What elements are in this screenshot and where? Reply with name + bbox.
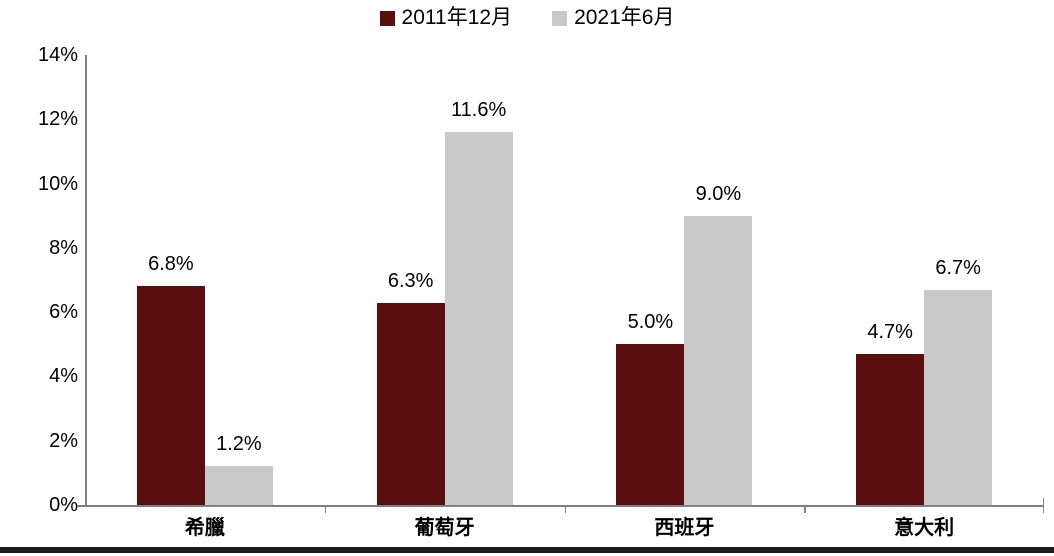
y-axis-line [85, 55, 87, 505]
bar-dec2011 [616, 344, 685, 505]
chart-legend: 2011年12月 2021年6月 [0, 4, 1054, 32]
y-axis-tick-label: 6% [49, 301, 78, 324]
legend-swatch-icon [552, 10, 568, 26]
bar-dec2011 [136, 286, 205, 505]
legend-item: 2021年6月 [552, 4, 674, 32]
bar-dec2011 [376, 302, 445, 505]
bar-value-label: 5.0% [627, 311, 674, 334]
x-axis-tick [324, 505, 327, 513]
y-axis-tick-label: 2% [49, 429, 78, 452]
y-axis-zero-tick [77, 505, 85, 507]
bar-jun2021 [204, 466, 273, 505]
legend-swatch-icon [379, 10, 395, 26]
y-axis-tick-label: 10% [37, 172, 78, 195]
x-axis-category-label: 西班牙 [654, 517, 715, 539]
bar-jun2021 [444, 132, 513, 505]
x-axis-end-tick [1042, 498, 1044, 513]
y-axis-tick-label: 12% [37, 108, 78, 131]
bar-value-label: 11.6% [451, 99, 507, 122]
bar-value-label: 6.7% [935, 256, 981, 279]
x-axis-tick [804, 505, 806, 513]
bar-jun2021 [924, 289, 993, 505]
y-axis-tick-label: 4% [49, 365, 78, 388]
x-axis-category-label: 希臘 [184, 517, 225, 539]
x-axis-tick [564, 505, 566, 513]
y-axis-tick-label: 0% [49, 494, 78, 516]
bar-dec2011 [856, 353, 925, 505]
bar-value-label: 9.0% [695, 182, 742, 205]
bottom-divider [0, 547, 1054, 553]
bar-value-label: 1.2% [216, 433, 262, 456]
bar-value-label: 6.3% [387, 269, 434, 292]
legend-item: 2011年12月 [379, 4, 513, 32]
legend-label: 2011年12月 [401, 6, 513, 29]
y-axis-tick-label: 8% [49, 236, 78, 259]
bar-jun2021 [684, 215, 753, 505]
x-axis-category-label: 意大利 [894, 517, 955, 539]
x-axis-category-label: 葡萄牙 [414, 517, 475, 539]
y-axis-tick-label: 14% [37, 44, 78, 66]
bar-value-label: 4.7% [867, 320, 913, 343]
legend-label: 2021年6月 [574, 6, 675, 29]
bar-value-label: 6.8% [148, 253, 194, 276]
